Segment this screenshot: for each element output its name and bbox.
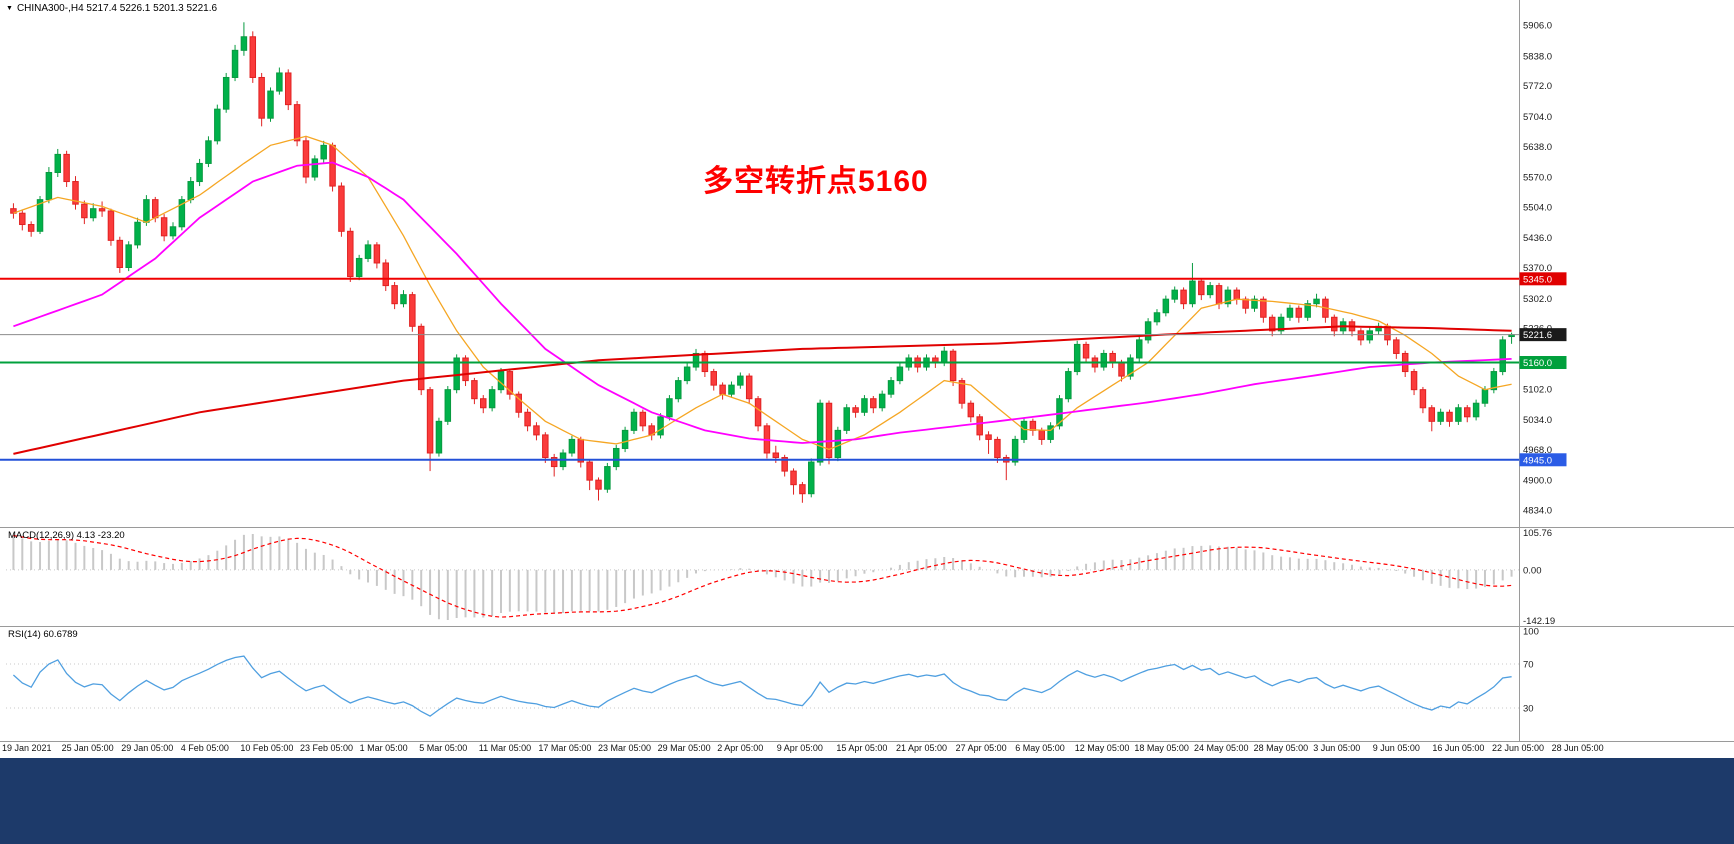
time-label: 1 Mar 05:00 <box>359 743 408 753</box>
time-label: 28 Jun 05:00 <box>1551 743 1604 753</box>
price-scale-label: 4834.0 <box>1523 506 1552 517</box>
time-label: 28 May 05:00 <box>1253 743 1309 753</box>
time-label: 12 May 05:00 <box>1074 743 1130 753</box>
chart-canvas[interactable]: 5906.0 5838.0 5772.0 5704.0 5638.0 5570.0 5504… <box>0 0 1734 758</box>
macd-indicator-label: MACD(12,26,9) 4.13 -23.20 <box>8 530 125 541</box>
svg-text:100: 100 <box>1523 627 1539 638</box>
price-scale-label: 5102.0 <box>1523 384 1552 395</box>
rsi-scale: 100 70 30 <box>1523 627 1539 715</box>
price-scale-label: 5302.0 <box>1523 294 1552 305</box>
price-scale-label: 5638.0 <box>1523 142 1552 153</box>
svg-text:5160.0: 5160.0 <box>1523 358 1552 369</box>
time-label: 19 Jan 2021 <box>2 743 52 753</box>
price-scale-label: 5370.0 <box>1523 263 1552 274</box>
ma-slow-line <box>13 325 1512 455</box>
time-axis[interactable]: 19 Jan 2021 25 Jan 05:00 29 Jan 05:00 4 Feb… <box>0 743 1734 758</box>
bottom-panel <box>0 758 1734 844</box>
time-label: 5 Mar 05:00 <box>419 743 468 753</box>
price-scale-label: 4900.0 <box>1523 476 1552 487</box>
svg-text:0.00: 0.00 <box>1523 565 1542 576</box>
price-scale-label: 5034.0 <box>1523 415 1552 426</box>
price-tag-4945.0: 4945.0 <box>1519 453 1567 467</box>
time-label: 23 Feb 05:00 <box>300 743 354 753</box>
price-scale-label: 4968.0 <box>1523 445 1552 456</box>
rsi-indicator-label: RSI(14) 60.6789 <box>8 629 78 640</box>
macd-scale: 105.76 0.00 -142.19 <box>1523 528 1555 627</box>
svg-text:5221.6: 5221.6 <box>1523 330 1552 341</box>
time-label: 15 Apr 05:00 <box>836 743 888 753</box>
chart-annotation-text: 多空转折点5160 <box>703 165 929 198</box>
time-label: 22 Jun 05:00 <box>1492 743 1545 753</box>
price-scale-label: 5838.0 <box>1523 51 1552 62</box>
time-label: 24 May 05:00 <box>1194 743 1249 753</box>
symbol-ohlc-title: CHINA300-,H4 5217.4 5226.1 5201.3 5221.6 <box>16 3 218 14</box>
svg-text:5345.0: 5345.0 <box>1523 274 1552 285</box>
time-label: 2 Apr 05:00 <box>717 743 764 753</box>
time-label: 29 Mar 05:00 <box>657 743 711 753</box>
price-tag-5221.6: 5221.6 <box>1519 328 1567 342</box>
price-scale-label: 5704.0 <box>1523 112 1552 123</box>
time-label: 9 Apr 05:00 <box>776 743 823 753</box>
price-tag-5345.0: 5345.0 <box>1519 272 1567 286</box>
svg-text:4945.0: 4945.0 <box>1523 455 1552 466</box>
time-label: 29 Jan 05:00 <box>121 743 174 753</box>
svg-text:105.76: 105.76 <box>1523 528 1552 539</box>
time-label: 18 May 05:00 <box>1134 743 1189 753</box>
time-label: 11 Mar 05:00 <box>478 743 532 753</box>
ma-mid-line <box>13 161 1512 444</box>
price-scale-label: 5504.0 <box>1523 202 1552 213</box>
time-label: 25 Jan 05:00 <box>61 743 114 753</box>
time-label: 4 Feb 05:00 <box>180 743 229 753</box>
svg-text:30: 30 <box>1523 704 1534 715</box>
time-label: 21 Apr 05:00 <box>896 743 948 753</box>
time-label: 3 Jun 05:00 <box>1313 743 1361 753</box>
rsi-line <box>12 655 1512 717</box>
price-scale-label: 5772.0 <box>1523 81 1552 92</box>
time-label: 9 Jun 05:00 <box>1372 743 1420 753</box>
candles-layer <box>10 22 1515 503</box>
time-label: 23 Mar 05:00 <box>598 743 652 753</box>
ma-fast-line <box>13 135 1512 451</box>
macd-signal-line <box>13 535 1512 618</box>
time-label: 17 Mar 05:00 <box>538 743 592 753</box>
svg-text:70: 70 <box>1523 660 1534 671</box>
price-scale-label: 5906.0 <box>1523 21 1552 32</box>
symbol-dropdown-icon[interactable]: ▼ <box>6 5 13 12</box>
price-tag-5160.0: 5160.0 <box>1519 356 1567 370</box>
price-scale-label: 5570.0 <box>1523 173 1552 184</box>
price-scale-label: 5436.0 <box>1523 233 1552 244</box>
svg-text:-142.19: -142.19 <box>1523 616 1555 627</box>
price-scale[interactable]: 5906.0 5838.0 5772.0 5704.0 5638.0 5570.0 5504… <box>1519 0 1553 741</box>
time-label: 27 Apr 05:00 <box>955 743 1007 753</box>
time-label: 16 Jun 05:00 <box>1432 743 1485 753</box>
macd-histogram <box>12 534 1513 620</box>
time-label: 10 Feb 05:00 <box>240 743 294 753</box>
chart-title-bar: ▼ CHINA300-,H4 5217.4 5226.1 5201.3 5221… <box>6 3 217 14</box>
time-label: 6 May 05:00 <box>1015 743 1065 753</box>
